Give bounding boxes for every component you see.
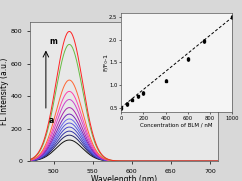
X-axis label: Wavelength (nm): Wavelength (nm) — [91, 175, 157, 181]
Y-axis label: F/F₀-1: F/F₀-1 — [103, 53, 108, 71]
Y-axis label: FL Intensity (a.u.): FL Intensity (a.u.) — [0, 58, 9, 125]
Text: m: m — [49, 37, 57, 46]
X-axis label: Concentration of BLM / nM: Concentration of BLM / nM — [140, 122, 213, 127]
Text: a: a — [49, 116, 54, 125]
